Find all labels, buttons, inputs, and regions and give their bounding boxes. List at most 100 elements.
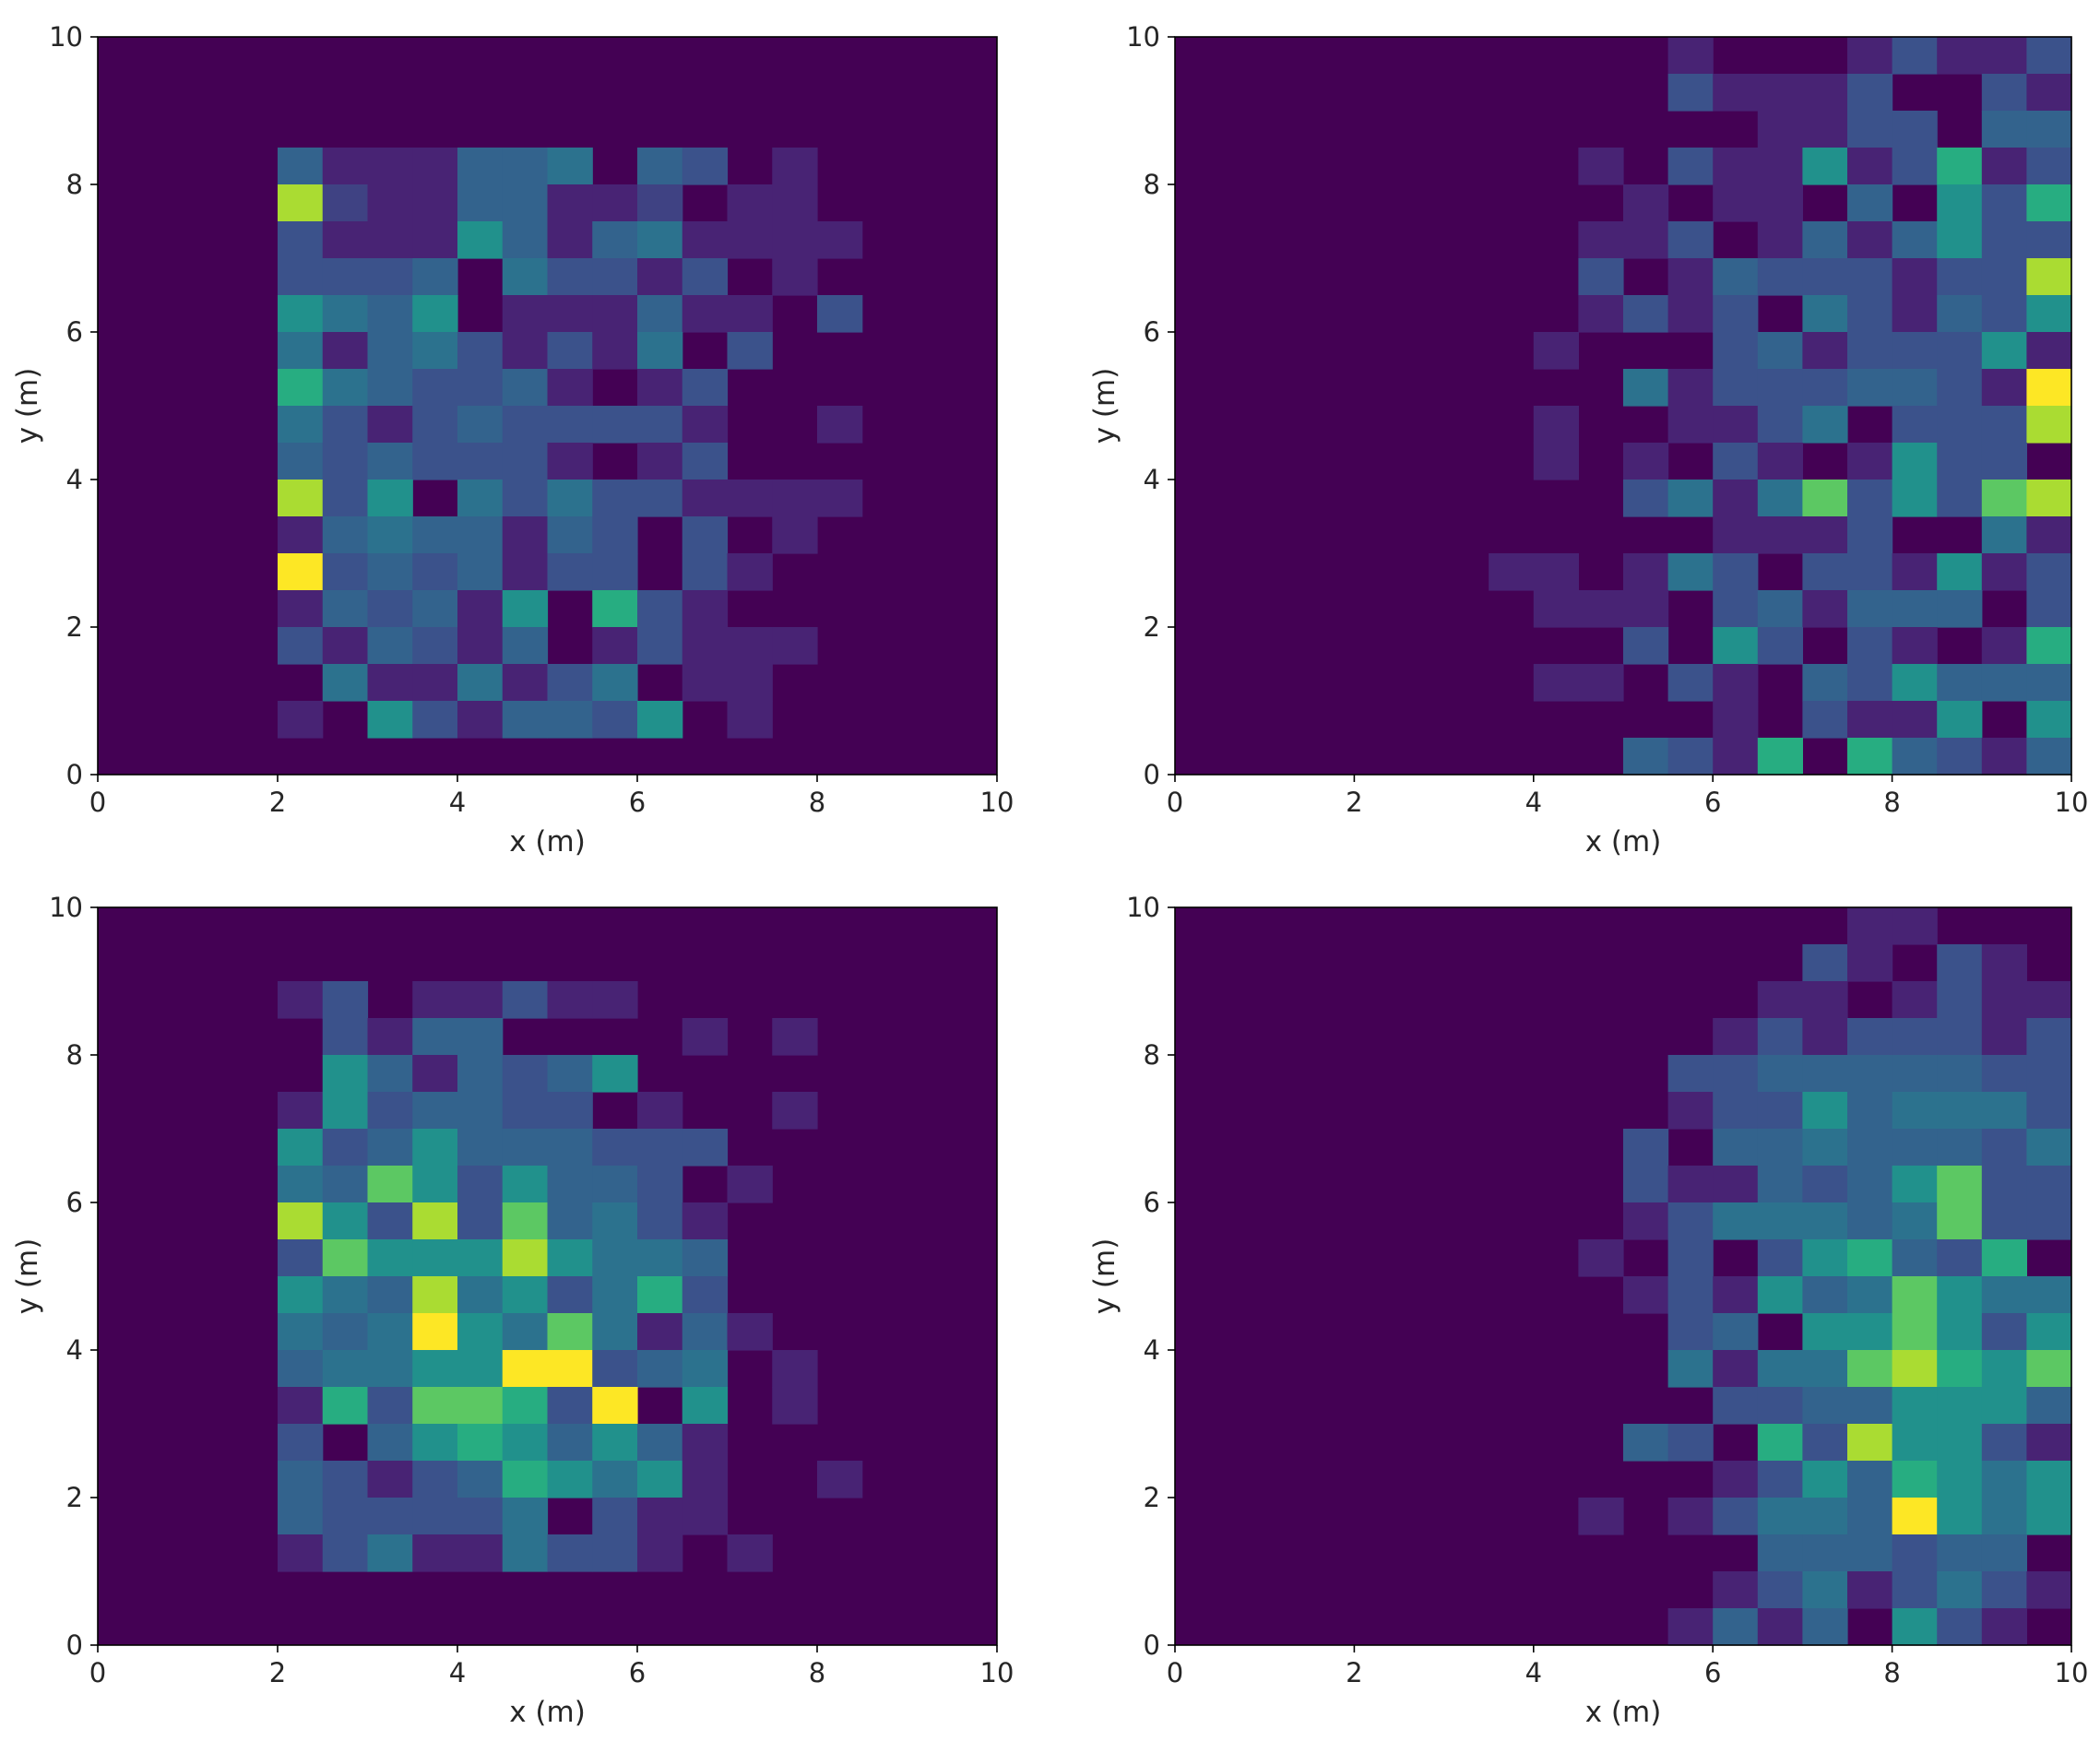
heatmap-cell [1847, 1424, 1893, 1462]
heatmap-cell [1713, 74, 1759, 112]
heatmap-cell [1847, 1387, 1893, 1425]
heatmap-cell [1667, 37, 1714, 75]
heatmap-cell [1937, 184, 1983, 222]
heatmap-cell [547, 148, 593, 185]
heatmap-cell [322, 1129, 369, 1167]
heatmap-cell [1802, 516, 1848, 554]
heatmap-cell [1892, 443, 1938, 480]
heatmap-cell [502, 1276, 549, 1314]
heatmap-cell [682, 1387, 729, 1425]
heatmap-cell [278, 184, 324, 222]
heatmap-cell [1533, 443, 1579, 480]
heatmap-cell [1757, 1202, 1803, 1240]
heatmap-cell [2026, 590, 2072, 628]
heatmap-cell [1713, 1498, 1759, 1535]
heatmap-cell [502, 1202, 549, 1240]
heatmap-cell [727, 332, 773, 370]
heatmap-cell [322, 1387, 369, 1425]
heatmap-cell [1757, 369, 1803, 407]
heatmap-cell [367, 443, 413, 480]
heatmap-cell [592, 480, 638, 517]
heatmap-cell [1892, 1092, 1938, 1130]
heatmap-cell [1937, 553, 1983, 591]
heatmap-cell [1892, 907, 1938, 945]
heatmap-cell [457, 1092, 504, 1130]
heatmap-cell [1937, 1239, 1983, 1277]
heatmap-cell [1847, 1313, 1893, 1351]
y-tick-label: 6 [1144, 316, 1160, 348]
heatmap-cell [1847, 332, 1893, 370]
heatmap-cell [502, 258, 549, 296]
heatmap-cell [637, 480, 683, 517]
heatmap-cell [367, 1276, 413, 1314]
axes-frame [97, 906, 998, 1646]
heatmap-cell [682, 148, 729, 185]
heatmap-cell [1713, 1018, 1759, 1056]
heatmap-cell [367, 480, 413, 517]
heatmap-cell [1667, 148, 1714, 185]
heatmap-cell [1892, 295, 1938, 333]
y-tick-label: 6 [66, 1187, 83, 1218]
heatmap-cell [367, 516, 413, 554]
heatmap-cell [2026, 1571, 2072, 1609]
heatmap-cell [1802, 701, 1848, 739]
heatmap-cell [547, 258, 593, 296]
heatmap-cell [682, 1202, 729, 1240]
heatmap-cell [1802, 332, 1848, 370]
heatmap-cell [502, 480, 549, 517]
heatmap-cell [457, 332, 504, 370]
heatmap-cell [502, 1129, 549, 1167]
heatmap-cell [412, 1018, 458, 1056]
heatmap-cell [457, 1129, 504, 1167]
heatmap-cell [1578, 258, 1624, 296]
heatmap-cell [1847, 258, 1893, 296]
heatmap-cell [1757, 1534, 1803, 1572]
heatmap-cell [457, 1424, 504, 1462]
heatmap-cell [1847, 148, 1893, 185]
heatmap-cell [1757, 1350, 1803, 1388]
heatmap-cell [682, 1424, 729, 1462]
heatmap-cell [322, 627, 369, 665]
heatmap-cell [547, 1202, 593, 1240]
y-tick-label: 8 [66, 1039, 83, 1071]
heatmap-cell [637, 1424, 683, 1462]
heatmap-cell [502, 443, 549, 480]
heatmap-cell [1667, 74, 1714, 112]
heatmap-cell [2026, 295, 2072, 333]
heatmap-cell [1757, 738, 1803, 776]
heatmap-cell [2026, 627, 2072, 665]
heatmap-cell [1757, 1092, 1803, 1130]
heatmap-cell [1667, 221, 1714, 259]
heatmap-cell [637, 1129, 683, 1167]
subplot-top-left: 0 2 4 6 8 10 0 2 4 6 8 10 x (m) y (m) [11, 21, 1014, 859]
heatmap-cell [772, 221, 818, 259]
heatmap-cell [1713, 148, 1759, 185]
heatmap-cell [1847, 907, 1893, 945]
heatmap-cell [1757, 221, 1803, 259]
heatmap-cell [322, 406, 369, 444]
heatmap-cell [547, 981, 593, 1019]
heatmap-cell [322, 369, 369, 407]
heatmap-cell [1892, 369, 1938, 407]
heatmap-cell [682, 1498, 729, 1535]
heatmap-cell [367, 1202, 413, 1240]
heatmap-cell [502, 701, 549, 739]
x-tick-label: 6 [1704, 787, 1721, 818]
heatmap-cell [1757, 184, 1803, 222]
heatmap-cell [1667, 738, 1714, 776]
heatmap-cell [2026, 480, 2072, 517]
heatmap-cell [2026, 1313, 2072, 1351]
heatmap-cell [1713, 1608, 1759, 1646]
heatmap-cell [1847, 221, 1893, 259]
heatmap-cell [1892, 1018, 1938, 1056]
heatmap-cell [2026, 148, 2072, 185]
heatmap-cell [412, 184, 458, 222]
heatmap-cell [502, 332, 549, 370]
heatmap-cell [1802, 1055, 1848, 1093]
heatmap-cell [727, 701, 773, 739]
heatmap-cell [1981, 258, 2027, 296]
heatmap-cell [1757, 1498, 1803, 1535]
heatmap-cell [502, 590, 549, 628]
heatmap-cell [1892, 1387, 1938, 1425]
heatmap-cell [1578, 148, 1624, 185]
